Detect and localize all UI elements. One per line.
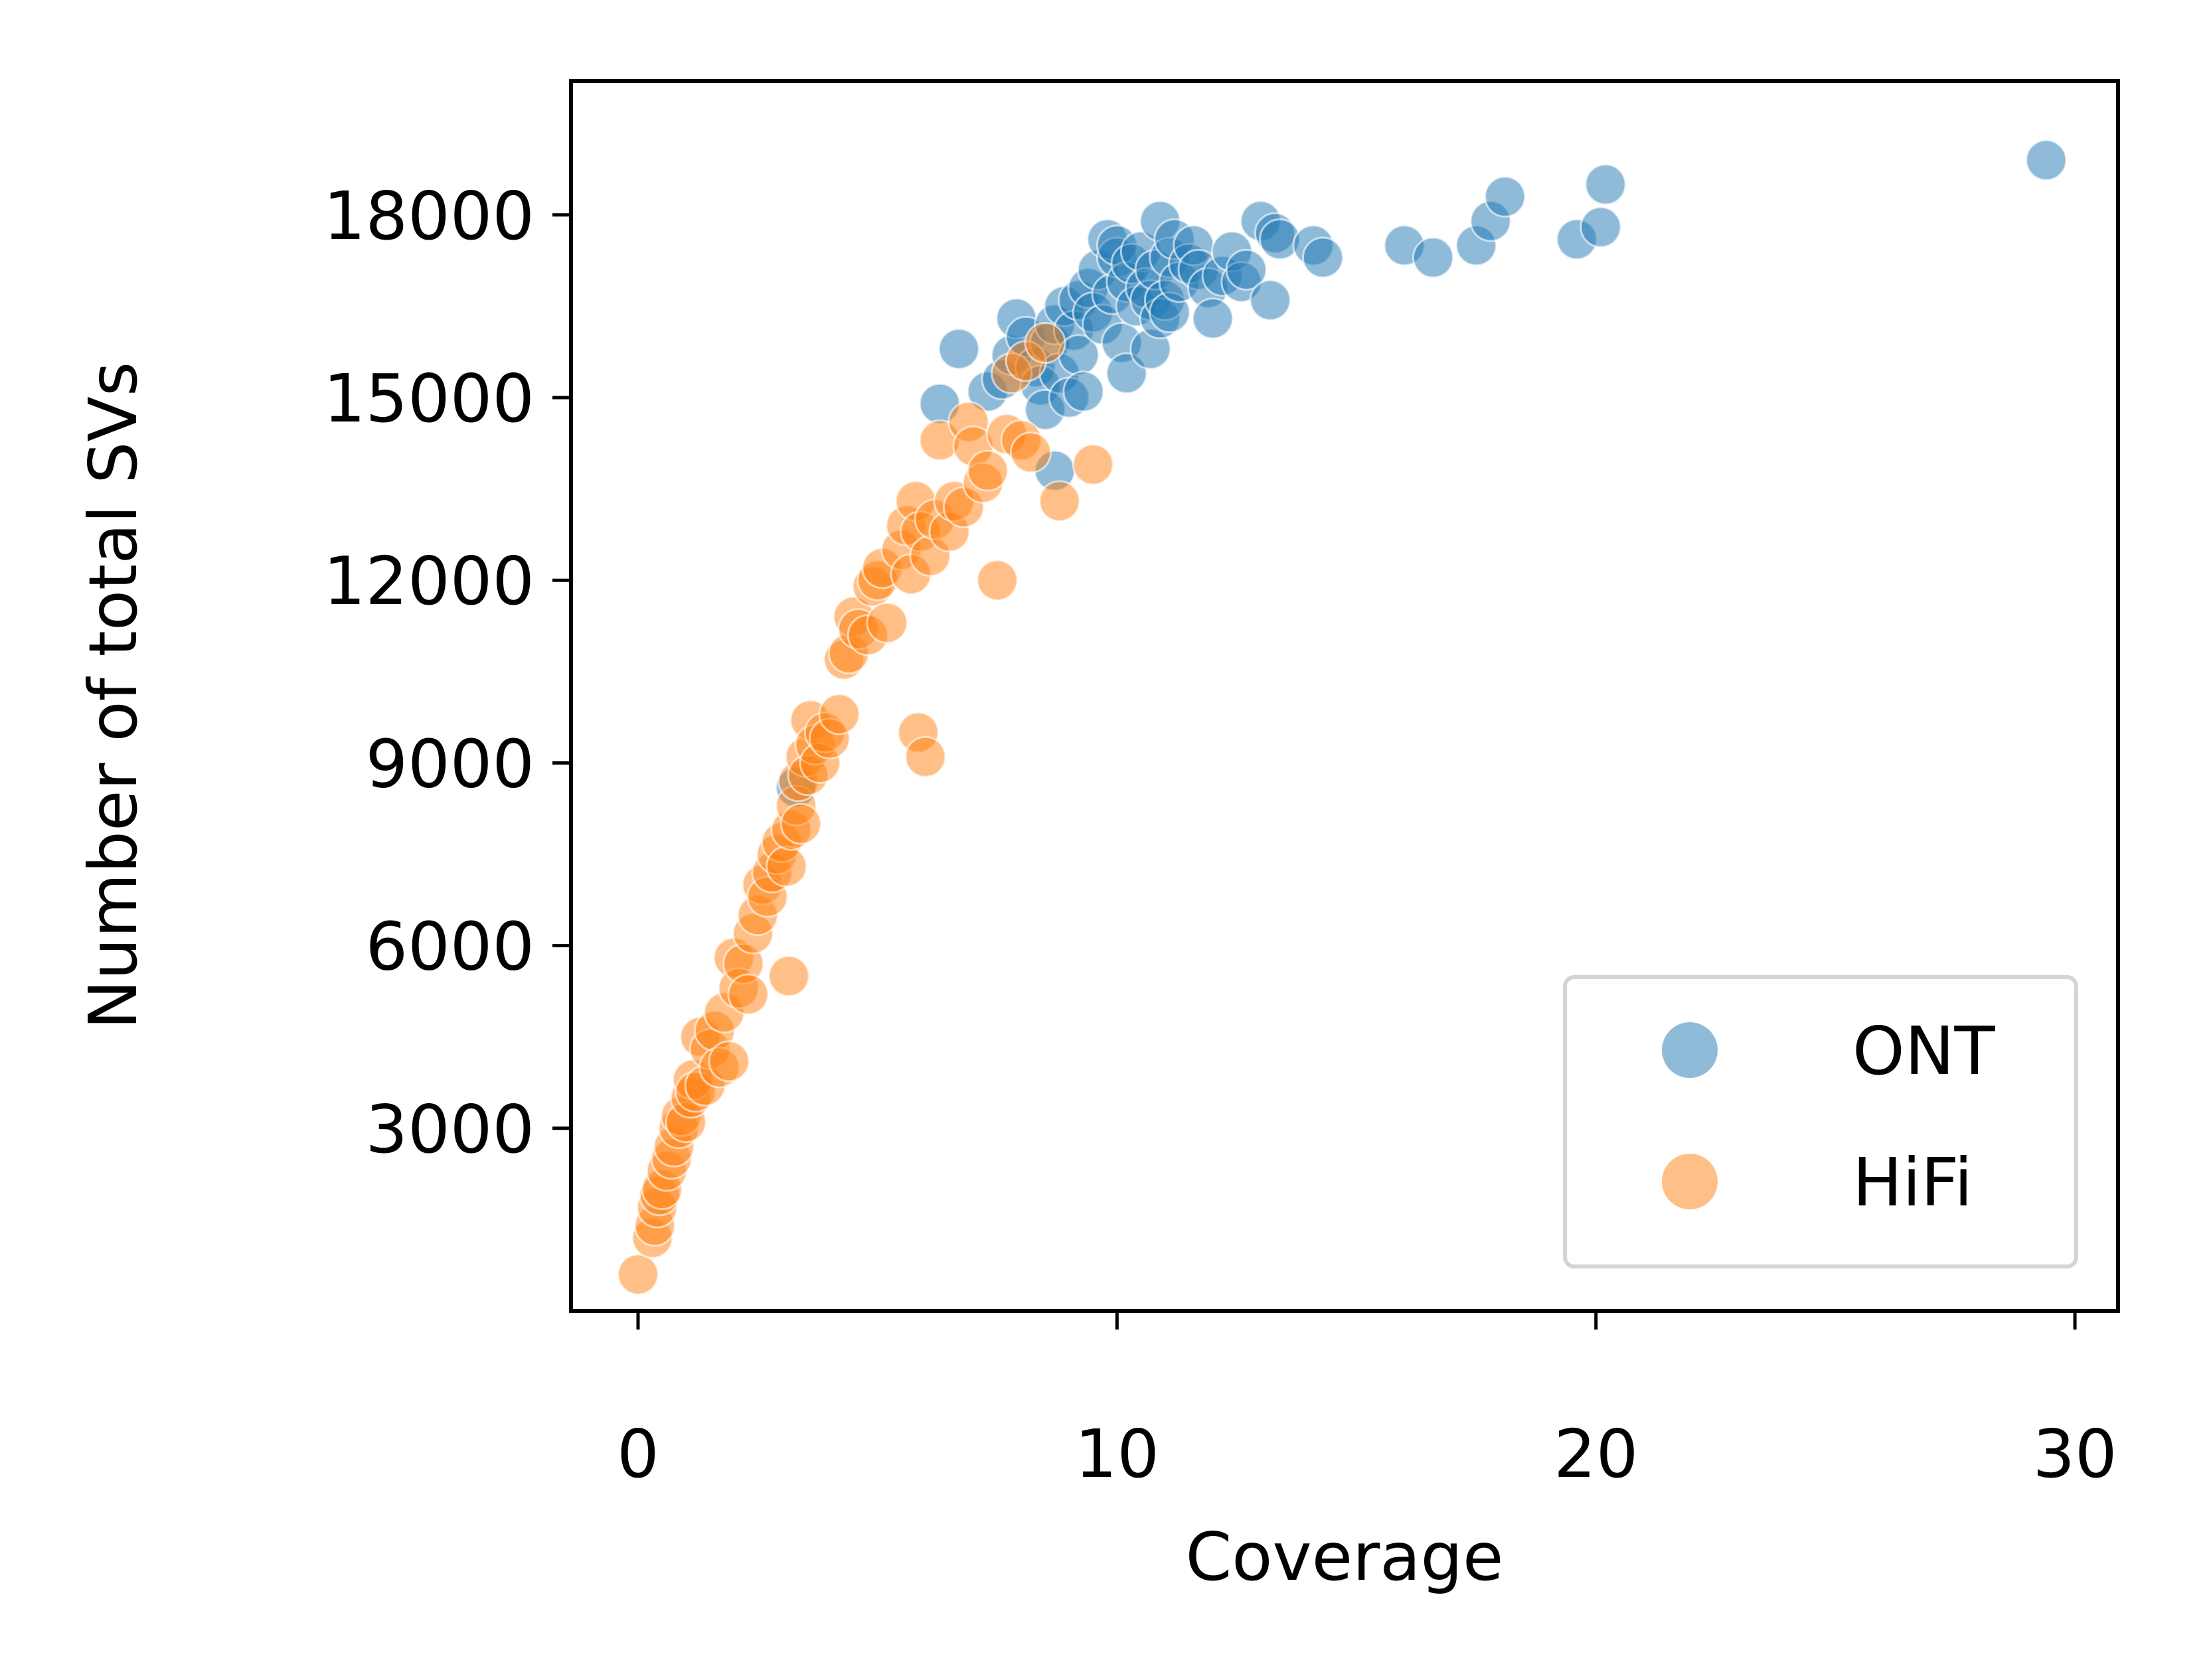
points-layer — [617, 139, 2068, 1296]
data-point-hifi — [818, 693, 860, 735]
data-point-hifi — [708, 1040, 750, 1083]
legend: ONT HiFi — [1563, 975, 2078, 1268]
x-tick-label: 10 — [1075, 1415, 1159, 1493]
legend-marker-ont — [1662, 1022, 1718, 1078]
y-tick-label: 6000 — [366, 908, 535, 986]
y-tick-label: 12000 — [323, 542, 534, 620]
data-point-ont — [1302, 236, 1344, 279]
x-tick-label: 30 — [2032, 1415, 2117, 1493]
legend-label-hifi: HiFi — [1852, 1144, 1973, 1221]
legend-label-ont: ONT — [1852, 1012, 1996, 1090]
ticks-layer: 0 10 20 30 3000 6000 9000 12000 15000 18000 — [323, 177, 2117, 1493]
y-tick-label: 9000 — [366, 725, 535, 802]
data-point-hifi — [1024, 322, 1066, 364]
data-point-ont — [1580, 206, 1622, 248]
x-tick-label: 0 — [617, 1415, 659, 1493]
data-point-hifi — [768, 955, 810, 997]
data-point-hifi — [866, 601, 908, 644]
data-point-hifi — [1038, 480, 1081, 522]
data-point-hifi — [727, 973, 770, 1016]
data-point-ont — [938, 328, 980, 370]
data-point-hifi — [617, 1253, 659, 1296]
data-point-ont — [1192, 297, 1234, 340]
data-point-ont — [1484, 175, 1526, 218]
data-point-hifi — [1072, 443, 1114, 486]
data-point-hifi — [1010, 431, 1052, 474]
data-point-hifi — [967, 449, 1009, 492]
legend-box — [1563, 975, 2078, 1268]
data-point-ont — [1225, 248, 1267, 291]
y-tick-label: 15000 — [323, 360, 534, 437]
data-point-ont — [1249, 279, 1291, 321]
legend-marker-hifi — [1662, 1154, 1718, 1209]
data-point-hifi — [779, 802, 822, 845]
plot-frame — [569, 79, 2120, 1313]
y-tick-label: 3000 — [366, 1091, 535, 1168]
data-point-hifi — [766, 845, 808, 887]
data-point-ont — [1412, 236, 1454, 279]
data-point-hifi — [976, 559, 1019, 601]
data-point-hifi — [904, 735, 947, 778]
data-point-ont — [1584, 163, 1627, 206]
y-axis-title: Number of total SVs — [74, 362, 152, 1030]
data-point-ont — [2025, 139, 2068, 181]
x-axis-title: Coverage — [1185, 1518, 1503, 1596]
data-point-ont — [1062, 370, 1105, 413]
y-tick-label: 18000 — [323, 177, 534, 255]
x-tick-label: 20 — [1554, 1415, 1638, 1493]
